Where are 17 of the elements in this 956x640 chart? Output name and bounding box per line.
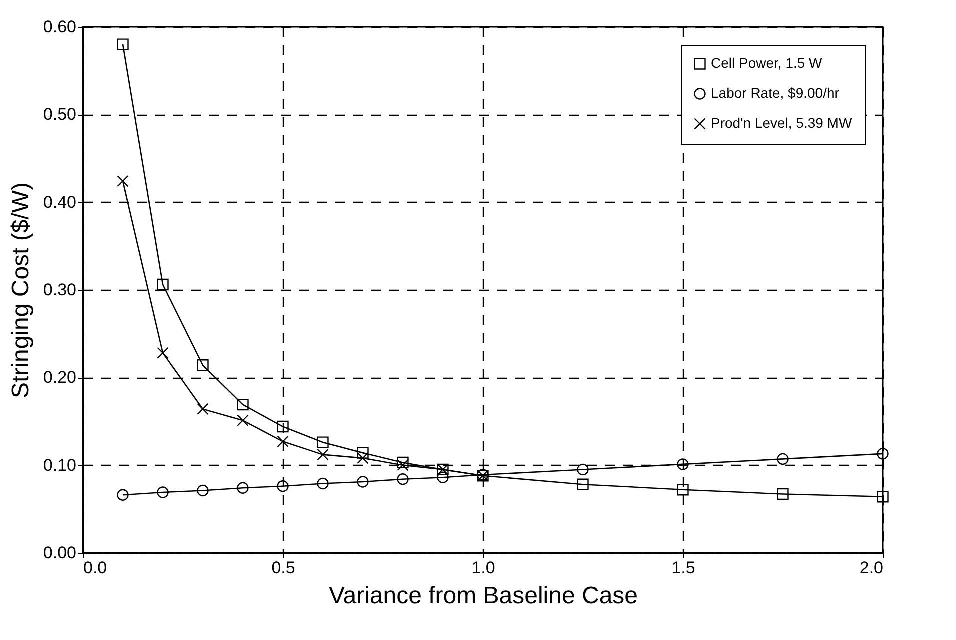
y-tick-label: 0.20 xyxy=(43,368,76,388)
x-tick-label: 0.5 xyxy=(272,558,296,578)
y-tick-label: 0.40 xyxy=(43,192,76,212)
x-tick-label: 1.0 xyxy=(472,558,496,578)
y-tick-label: 0.10 xyxy=(43,456,76,475)
x-axis-title: Variance from Baseline Case xyxy=(328,582,638,610)
x-tick-label: 1.5 xyxy=(672,558,696,578)
legend-label: Labor Rate, $9.00/hr xyxy=(711,85,840,101)
y-tick-label: 0.50 xyxy=(43,105,76,124)
legend-label: Cell Power, 1.5 W xyxy=(711,55,824,71)
x-tick-label: 2.0 xyxy=(860,558,884,578)
y-axis-title: Stringing Cost ($/W) xyxy=(7,182,34,399)
y-tick-label: 0.30 xyxy=(43,280,76,300)
y-tick-label: 0.00 xyxy=(43,544,76,562)
x-tick-label: 0.0 xyxy=(84,558,108,578)
y-tick-label: 0.60 xyxy=(43,18,76,36)
legend-label: Prod'n Level, 5.39 MW xyxy=(711,115,853,131)
